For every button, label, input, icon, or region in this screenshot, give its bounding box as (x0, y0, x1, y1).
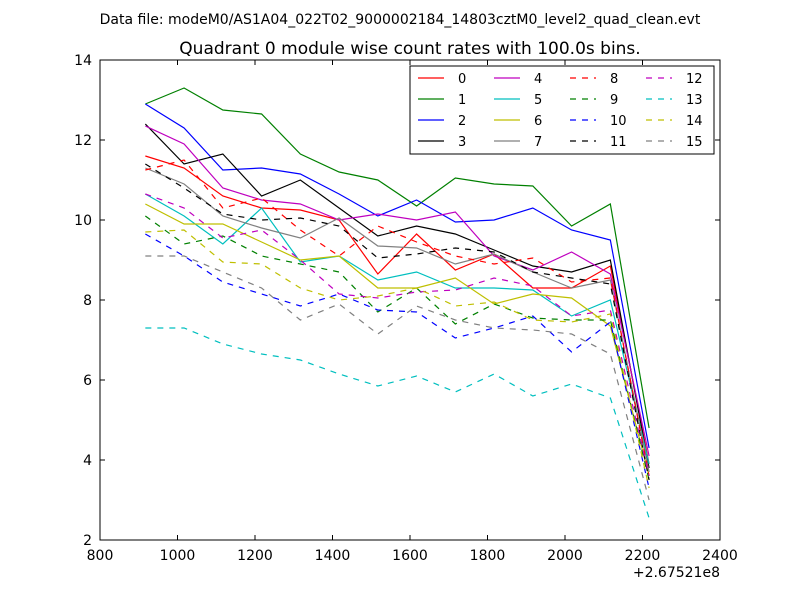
series-line-1 (145, 87, 650, 429)
x-tick-label: 1600 (392, 548, 428, 564)
x-tick-label: 2000 (547, 548, 583, 564)
series-line-4 (145, 125, 650, 457)
x-tick-label: 1800 (470, 548, 506, 564)
y-tick-label: 14 (74, 53, 92, 69)
x-axis-offset-label: +2.67521e8 (633, 565, 720, 581)
series-line-14 (145, 229, 650, 489)
legend-label-7: 7 (534, 135, 542, 150)
x-tick-label: 800 (87, 548, 114, 564)
legend-label-14: 14 (686, 114, 703, 129)
legend-label-10: 10 (610, 114, 627, 129)
y-tick-label: 4 (83, 453, 92, 469)
series-layer (144, 87, 650, 519)
y-tick-label: 10 (74, 213, 92, 229)
x-tick-label: 1400 (315, 548, 351, 564)
series-line-7 (145, 167, 650, 473)
legend-label-11: 11 (610, 135, 627, 150)
legend-label-9: 9 (610, 93, 618, 108)
legend-label-3: 3 (458, 135, 466, 150)
series-line-3 (144, 123, 650, 469)
legend-label-1: 1 (458, 93, 466, 108)
series-line-12 (145, 193, 650, 477)
legend-label-15: 15 (686, 135, 703, 150)
legend-label-0: 0 (458, 72, 466, 87)
figure-supertitle: Data file: modeM0/AS1A04_022T02_90000021… (100, 12, 701, 28)
legend-label-13: 13 (686, 93, 703, 108)
series-line-10 (145, 233, 650, 489)
x-tick-label: 2200 (625, 548, 661, 564)
legend-label-8: 8 (610, 72, 618, 87)
x-tick-label: 1000 (160, 548, 196, 564)
legend-frame (409, 65, 715, 155)
axes-layer: 800 1000 1200 1400 1600 1800 2000 2200 2400 2 4 6 8 1… (74, 53, 738, 564)
series-line-6 (145, 203, 650, 477)
series-line-13 (145, 327, 650, 519)
series-line-8 (145, 159, 650, 477)
legend-label-4: 4 (534, 72, 542, 87)
y-tick-label: 8 (83, 293, 92, 309)
y-tick-label: 6 (83, 373, 92, 389)
legend-label-12: 12 (686, 72, 703, 87)
y-tick-label: 2 (83, 533, 92, 549)
legend-label-2: 2 (458, 114, 466, 129)
x-tick-label: 1200 (237, 548, 273, 564)
y-tick-label: 12 (74, 133, 92, 149)
series-line-0 (145, 155, 650, 465)
legend-label-6: 6 (534, 114, 542, 129)
series-line-2 (145, 103, 650, 449)
x-tick-label: 2400 (702, 548, 738, 564)
legend-label-5: 5 (534, 93, 542, 108)
series-line-15 (145, 255, 650, 501)
series-line-9 (144, 215, 650, 481)
series-line-11 (145, 163, 650, 481)
chart-title: Quadrant 0 module wise count rates with … (179, 39, 640, 59)
